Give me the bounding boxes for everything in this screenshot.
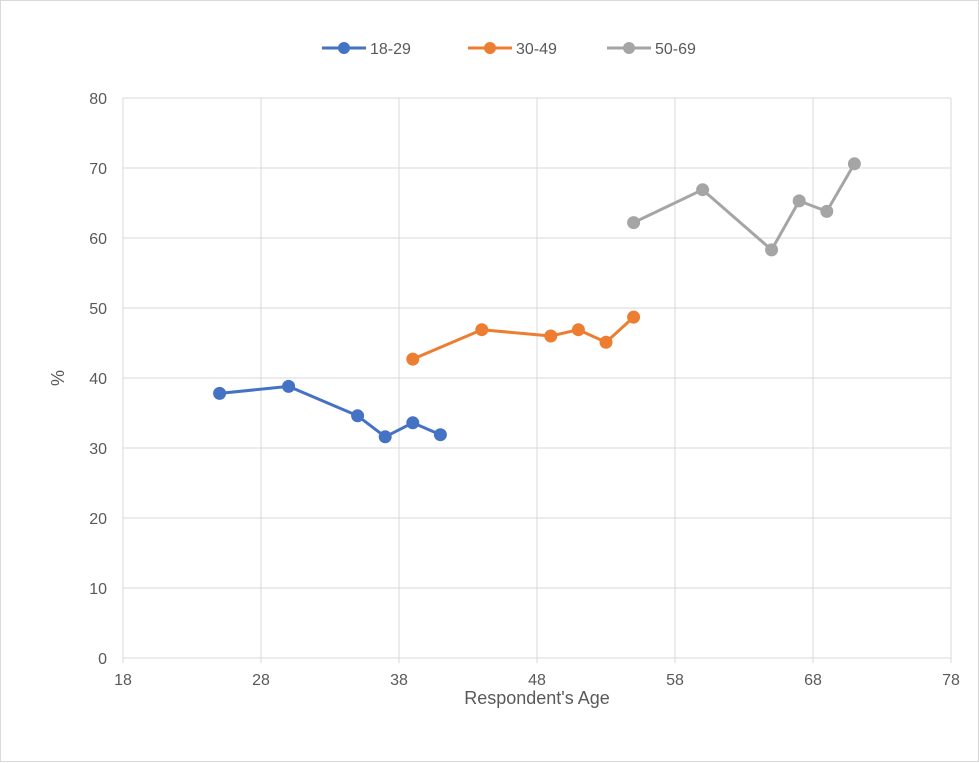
legend-label: 18-29 xyxy=(370,41,411,58)
data-point xyxy=(406,352,420,366)
x-axis-title: Respondent's Age xyxy=(464,688,610,708)
y-tick-label: 20 xyxy=(89,511,107,528)
gridlines xyxy=(122,97,952,663)
series-50-69 xyxy=(627,157,861,257)
legend-marker xyxy=(484,42,496,54)
series-line xyxy=(412,315,635,361)
y-tick-label: 80 xyxy=(89,91,107,108)
data-point xyxy=(847,157,861,171)
data-point xyxy=(351,409,365,423)
data-point xyxy=(406,416,420,430)
data-point xyxy=(544,329,558,343)
y-tick-label: 60 xyxy=(89,231,107,248)
y-axis-title: % xyxy=(48,370,68,386)
data-point xyxy=(213,386,227,400)
x-tick-label: 68 xyxy=(804,672,822,689)
legend: 18-29 30-49 50-69 xyxy=(322,41,696,58)
series-line xyxy=(632,163,856,252)
data-point xyxy=(765,243,779,257)
legend-item: 30-49 xyxy=(468,41,557,58)
data-point xyxy=(433,428,447,442)
x-tick-label: 28 xyxy=(252,672,270,689)
data-point xyxy=(792,194,806,208)
y-tick-label: 70 xyxy=(89,161,107,178)
y-tick-label: 50 xyxy=(89,301,107,318)
y-tick-label: 30 xyxy=(89,441,107,458)
legend-item: 18-29 xyxy=(322,41,411,58)
tick-labels: 0 10 20 30 40 50 60 70 80 18 28 38 48 58 68 78 xyxy=(89,91,960,689)
legend-marker xyxy=(338,42,350,54)
y-tick-label: 10 xyxy=(89,581,107,598)
data-point xyxy=(378,430,392,444)
data-point xyxy=(599,335,613,349)
legend-label: 30-49 xyxy=(516,41,557,58)
data-point xyxy=(282,379,296,393)
data-point xyxy=(627,310,641,324)
data-point xyxy=(475,323,489,337)
x-tick-label: 58 xyxy=(666,672,684,689)
x-tick-label: 18 xyxy=(114,672,132,689)
x-tick-label: 78 xyxy=(942,672,960,689)
legend-marker xyxy=(623,42,635,54)
series-18-29 xyxy=(213,379,447,444)
data-point xyxy=(627,216,641,230)
y-tick-label: 40 xyxy=(89,371,107,388)
data-point xyxy=(696,183,710,197)
x-tick-label: 48 xyxy=(528,672,546,689)
series-30-49 xyxy=(406,310,641,366)
x-tick-label: 38 xyxy=(390,672,408,689)
series-line xyxy=(219,384,441,439)
legend-label: 50-69 xyxy=(655,41,696,58)
legend-item: 50-69 xyxy=(607,41,696,58)
series-group xyxy=(213,157,861,444)
data-point xyxy=(820,204,834,218)
data-point xyxy=(571,323,585,337)
y-tick-label: 0 xyxy=(98,651,107,668)
